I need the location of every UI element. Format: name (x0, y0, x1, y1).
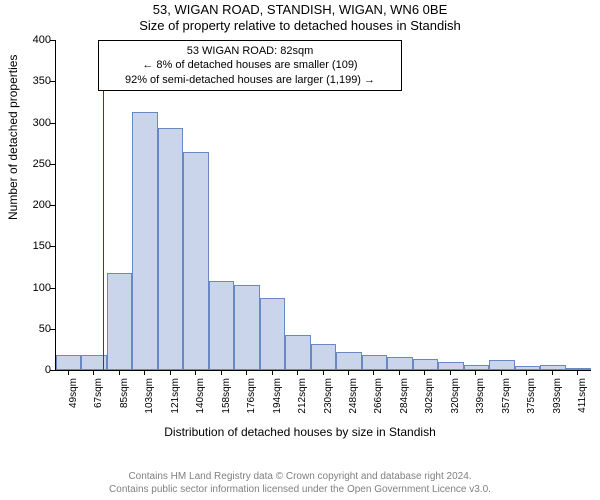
chart-title-line1: 53, WIGAN ROAD, STANDISH, WIGAN, WN6 0BE (0, 2, 600, 17)
x-tick (475, 370, 476, 375)
chart-title-line2: Size of property relative to detached ho… (0, 18, 600, 33)
x-tick-label: 49sqm (68, 378, 79, 418)
x-tick (195, 370, 196, 375)
histogram-bar (158, 128, 183, 370)
histogram-bar (183, 152, 208, 370)
histogram-bar (489, 360, 514, 370)
y-tick (50, 164, 55, 165)
x-tick-label: 140sqm (195, 378, 206, 418)
y-tick-label: 300 (33, 117, 51, 129)
x-tick (68, 370, 69, 375)
x-tick (170, 370, 171, 375)
x-tick-label: 176sqm (246, 378, 257, 418)
x-tick-label: 121sqm (170, 378, 181, 418)
histogram-bar (107, 273, 132, 370)
attribution-line2: Contains public sector information licen… (0, 484, 600, 497)
annotation-line3: 92% of semi-detached houses are larger (… (105, 73, 395, 87)
x-tick (93, 370, 94, 375)
histogram-bar (336, 352, 361, 370)
histogram-bar (56, 355, 81, 370)
x-tick-label: 103sqm (144, 378, 155, 418)
x-tick (450, 370, 451, 375)
x-tick (424, 370, 425, 375)
x-tick-label: 85sqm (119, 378, 130, 418)
histogram-bar (387, 357, 412, 370)
y-tick (50, 370, 55, 371)
x-tick-label: 302sqm (424, 378, 435, 418)
attribution-line1: Contains HM Land Registry data © Crown c… (0, 471, 600, 484)
x-tick-label: 212sqm (297, 378, 308, 418)
x-tick (501, 370, 502, 375)
x-tick (348, 370, 349, 375)
x-tick-label: 411sqm (577, 378, 588, 418)
histogram-bar (515, 366, 540, 370)
histogram-bar (566, 368, 591, 370)
x-tick (246, 370, 247, 375)
x-tick (399, 370, 400, 375)
chart-container: 53, WIGAN ROAD, STANDISH, WIGAN, WN6 0BE… (0, 0, 600, 500)
x-tick-label: 266sqm (373, 378, 384, 418)
x-tick-label: 230sqm (323, 378, 334, 418)
histogram-bar (132, 112, 157, 370)
x-tick (297, 370, 298, 375)
x-tick-label: 248sqm (348, 378, 359, 418)
y-axis-label: Number of detached properties (6, 55, 20, 220)
x-tick (144, 370, 145, 375)
histogram-bar (413, 359, 438, 370)
x-tick-label: 67sqm (93, 378, 104, 418)
y-tick-label: 100 (33, 282, 51, 294)
histogram-bar (311, 344, 336, 370)
y-tick (50, 288, 55, 289)
x-tick (221, 370, 222, 375)
y-tick (50, 40, 55, 41)
histogram-bar (209, 281, 234, 370)
y-tick-label: 250 (33, 158, 51, 170)
y-tick (50, 123, 55, 124)
x-tick-label: 375sqm (526, 378, 537, 418)
histogram-bar (260, 298, 285, 370)
y-tick-label: 200 (33, 199, 51, 211)
attribution-text: Contains HM Land Registry data © Crown c… (0, 471, 600, 496)
x-tick-label: 393sqm (552, 378, 563, 418)
x-tick-label: 284sqm (399, 378, 410, 418)
x-tick (526, 370, 527, 375)
x-tick-label: 194sqm (272, 378, 283, 418)
annotation-line2: ← 8% of detached houses are smaller (109… (105, 58, 395, 72)
x-tick (119, 370, 120, 375)
x-axis-caption: Distribution of detached houses by size … (0, 425, 600, 439)
x-tick-label: 339sqm (475, 378, 486, 418)
histogram-bar (464, 365, 489, 370)
histogram-bar (540, 365, 565, 370)
x-tick (577, 370, 578, 375)
y-tick-label: 150 (33, 240, 51, 252)
y-tick (50, 246, 55, 247)
x-tick-label: 357sqm (501, 378, 512, 418)
x-tick (323, 370, 324, 375)
y-tick-label: 350 (33, 75, 51, 87)
x-tick-label: 158sqm (221, 378, 232, 418)
histogram-bar (285, 335, 310, 370)
annotation-line1: 53 WIGAN ROAD: 82sqm (105, 44, 395, 58)
y-tick (50, 81, 55, 82)
histogram-bar (234, 285, 259, 370)
histogram-bar (362, 355, 387, 370)
histogram-bar (438, 362, 463, 370)
x-tick (272, 370, 273, 375)
y-tick (50, 329, 55, 330)
x-tick (552, 370, 553, 375)
y-tick-label: 400 (33, 34, 51, 46)
y-tick (50, 205, 55, 206)
x-tick-label: 320sqm (450, 378, 461, 418)
x-tick (373, 370, 374, 375)
annotation-box: 53 WIGAN ROAD: 82sqm ← 8% of detached ho… (98, 40, 402, 91)
